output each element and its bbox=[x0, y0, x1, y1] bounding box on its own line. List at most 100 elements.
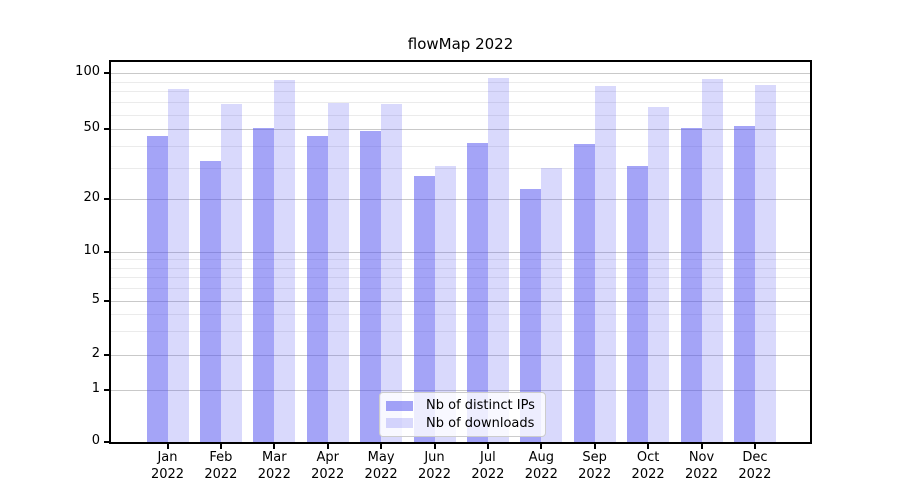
legend-item-distinct-ips: Nb of distinct IPs bbox=[386, 398, 539, 413]
bar-distinct-ips bbox=[253, 127, 275, 443]
bar-downloads bbox=[327, 103, 349, 443]
x-tick-label-line: 2022 bbox=[311, 467, 345, 482]
x-tick-label: Jul 2022 bbox=[456, 449, 520, 483]
x-tick-mark bbox=[380, 443, 383, 449]
bar-distinct-ips bbox=[306, 135, 328, 443]
y-tick-mark bbox=[104, 72, 110, 75]
x-tick-label: Sep 2022 bbox=[563, 449, 627, 483]
bar-distinct-ips bbox=[680, 127, 702, 443]
x-tick-label-line: 2022 bbox=[471, 467, 505, 482]
legend: Nb of distinct IPs Nb of downloads bbox=[379, 392, 546, 437]
legend-item-downloads: Nb of downloads bbox=[386, 416, 539, 431]
y-tick-mark bbox=[104, 441, 110, 444]
y-tick-label: 1 bbox=[91, 381, 100, 396]
x-tick-label-line: 2022 bbox=[684, 467, 719, 482]
gridline-major bbox=[110, 301, 811, 302]
bar-distinct-ips bbox=[146, 135, 168, 443]
x-tick-label: Jan 2022 bbox=[136, 449, 200, 483]
x-tick-label-line: Feb bbox=[209, 450, 233, 465]
y-tick-mark bbox=[104, 128, 110, 131]
x-tick-label: Dec 2022 bbox=[723, 449, 787, 483]
x-tick-label-line: Nov bbox=[688, 450, 715, 465]
legend-swatch-distinct-ips bbox=[386, 400, 413, 411]
y-tick-label: 50 bbox=[83, 120, 100, 136]
gridline-major bbox=[110, 73, 811, 75]
x-tick-label: Oct 2022 bbox=[616, 449, 680, 483]
x-tick-label-line: 2022 bbox=[738, 467, 772, 482]
x-tick-label: May 2022 bbox=[349, 449, 413, 483]
x-tick-label-line: Jan bbox=[157, 450, 178, 465]
bar-downloads bbox=[487, 78, 509, 443]
gridline-minor bbox=[110, 91, 811, 93]
x-tick-label-line: 2022 bbox=[364, 467, 398, 482]
gridline-minor bbox=[110, 277, 811, 279]
gridline-major bbox=[110, 355, 811, 356]
gridline-minor bbox=[110, 331, 811, 333]
x-tick-label: Nov 2022 bbox=[670, 449, 734, 483]
y-tick-label: 0 bbox=[91, 433, 100, 449]
legend-label-distinct-ips: Nb of distinct IPs bbox=[426, 398, 535, 414]
bar-distinct-ips bbox=[573, 144, 595, 443]
x-tick-label-line: Apr bbox=[316, 450, 339, 465]
bar-distinct-ips bbox=[413, 176, 435, 443]
chart-title: flowMap 2022 bbox=[407, 35, 514, 53]
gridline-major bbox=[110, 390, 811, 391]
x-tick-label-line: 2022 bbox=[204, 467, 238, 482]
x-tick-label: Aug 2022 bbox=[509, 449, 573, 483]
x-tick-label-line: 2022 bbox=[631, 467, 665, 482]
bar-downloads bbox=[434, 165, 456, 443]
y-tick-label: 5 bbox=[91, 292, 100, 307]
y-tick-mark bbox=[104, 250, 110, 253]
gridline-minor bbox=[110, 81, 811, 83]
x-tick-mark bbox=[166, 443, 169, 449]
x-tick-label-line: 2022 bbox=[524, 467, 558, 482]
x-tick-label: Mar 2022 bbox=[242, 449, 306, 483]
x-tick-label-line: 2022 bbox=[417, 467, 452, 482]
bar-distinct-ips bbox=[360, 130, 382, 443]
x-tick-label: Jun 2022 bbox=[403, 449, 467, 483]
x-tick-mark bbox=[219, 443, 222, 449]
x-tick-label-line: Sep bbox=[582, 450, 607, 465]
bar-downloads bbox=[220, 104, 242, 443]
x-tick-mark bbox=[700, 443, 703, 449]
bar-downloads bbox=[701, 79, 723, 443]
x-tick-mark bbox=[540, 443, 543, 449]
bar-distinct-ips bbox=[466, 142, 488, 443]
legend-label-downloads: Nb of downloads bbox=[426, 415, 535, 431]
gridline-major bbox=[110, 251, 811, 253]
gridline-minor bbox=[110, 146, 811, 148]
gridline-minor bbox=[110, 102, 811, 104]
bar-distinct-ips bbox=[733, 126, 755, 443]
gridline-minor bbox=[110, 314, 811, 316]
x-tick-label-line: 2022 bbox=[257, 467, 291, 482]
gridline-minor bbox=[110, 259, 811, 261]
x-tick-label-line: Dec bbox=[742, 450, 768, 465]
x-tick-label: Apr 2022 bbox=[296, 449, 360, 483]
x-tick-label-line: Aug bbox=[528, 450, 554, 465]
y-tick-mark bbox=[104, 198, 110, 201]
x-tick-label-line: 2022 bbox=[578, 467, 612, 482]
bar-downloads bbox=[594, 86, 616, 443]
y-tick-label: 100 bbox=[75, 64, 100, 80]
gridline-major bbox=[110, 129, 811, 131]
x-tick-label-line: May bbox=[367, 450, 395, 465]
y-tick-label: 20 bbox=[83, 190, 100, 206]
bar-downloads bbox=[167, 89, 189, 443]
plot-area bbox=[110, 61, 811, 443]
gridline-minor bbox=[110, 288, 811, 290]
x-tick-mark bbox=[647, 443, 650, 449]
x-tick-mark bbox=[433, 443, 436, 449]
y-tick-mark bbox=[104, 300, 110, 302]
bar-distinct-ips bbox=[520, 188, 542, 443]
y-tick-label: 10 bbox=[83, 242, 100, 258]
gridline-minor bbox=[110, 168, 811, 170]
x-tick-mark bbox=[753, 443, 756, 449]
x-tick-mark bbox=[326, 443, 329, 449]
x-tick-label: Feb 2022 bbox=[189, 449, 253, 483]
bar-downloads bbox=[648, 106, 670, 443]
x-tick-label-line: Oct bbox=[636, 450, 660, 465]
gridline-minor bbox=[110, 114, 811, 116]
bar-downloads bbox=[274, 80, 296, 443]
bar-distinct-ips bbox=[199, 161, 221, 443]
